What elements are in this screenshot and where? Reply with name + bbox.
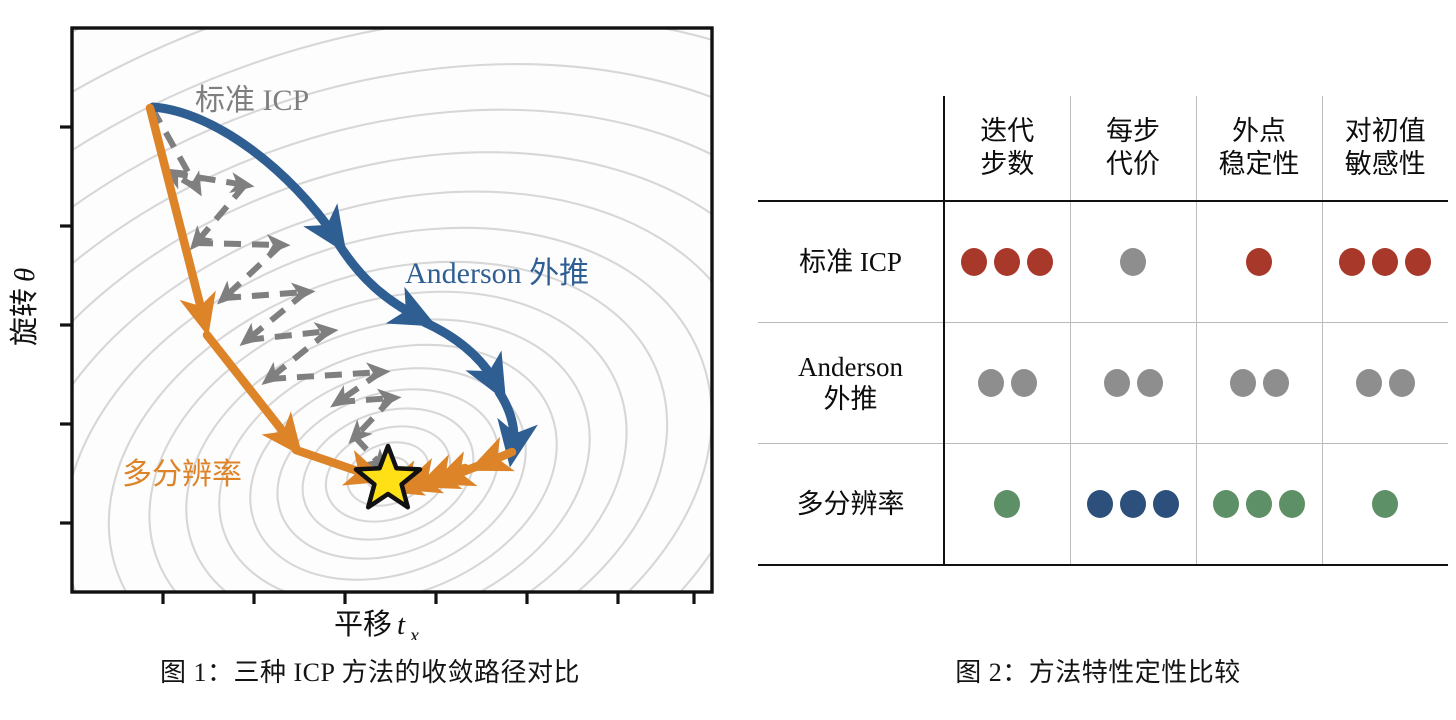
rating-dot [1103, 369, 1130, 397]
figure2-caption: 图 2：方法特性定性比较 [955, 658, 1241, 687]
standard-icp-path [149, 106, 402, 474]
row-label-line1: 标准 ICP [799, 246, 902, 277]
svg-text:旋转: 旋转 [8, 288, 41, 346]
svg-text:t: t [397, 609, 406, 640]
rating-dot [1229, 369, 1256, 397]
table-col-header-3: 对初值 敏感性 [1321, 96, 1448, 201]
row-label-line1: 多分辨率 [796, 488, 905, 519]
rating-dot [1279, 490, 1305, 518]
svg-text:θ: θ [9, 268, 41, 282]
rating-cell-1-2 [1195, 322, 1322, 444]
figure1-caption: 图 1：三种 ICP 方法的收敛路径对比 [160, 658, 580, 687]
plot-frame [70, 26, 714, 594]
rating-dot [1372, 248, 1399, 276]
col-header-line1: 外点 [1232, 116, 1286, 147]
comparison-table-wrap: 迭代 步数 每步 代价 外点 稳定性 对初值 敏 [758, 96, 1448, 580]
table-corner-cell [758, 96, 944, 201]
col-header-line1: 每步 [1106, 116, 1160, 147]
col-header-line1: 对初值 [1344, 116, 1426, 147]
rating-dot [994, 248, 1021, 276]
rating-dots [1197, 369, 1322, 397]
convergence-path-plot: 标准 ICP Anderson 外推 多分辨率 平移 t x 旋转 θ [8, 26, 714, 640]
rating-dot [977, 369, 1004, 397]
rating-dots [945, 490, 1070, 518]
rating-dot [1355, 369, 1382, 397]
rating-cell-2-1 [1069, 443, 1196, 566]
rating-cell-2-3 [1321, 443, 1449, 566]
label-anderson: Anderson 外推 [405, 257, 589, 290]
rating-cell-0-0 [943, 200, 1070, 323]
table-header-row: 迭代 步数 每步 代价 外点 稳定性 对初值 敏 [758, 96, 1448, 201]
anderson-path [148, 102, 538, 468]
rating-dots [945, 248, 1070, 276]
col-header-line1: 迭代 [980, 116, 1035, 147]
row-label-line2: 外推 [823, 384, 878, 414]
rating-cell-2-0 [943, 443, 1070, 566]
svg-text:x: x [409, 625, 419, 640]
rating-dot [1262, 369, 1289, 397]
col-header-line2: 敏感性 [1344, 149, 1426, 179]
rating-dot [1120, 490, 1146, 518]
rating-dot [1339, 248, 1366, 276]
rating-dot [1153, 490, 1179, 518]
rating-cell-0-2 [1195, 200, 1322, 323]
rating-dot [1372, 490, 1399, 518]
rating-dot [1120, 248, 1146, 276]
rating-cell-2-2 [1195, 443, 1322, 566]
table-col-header-2: 外点 稳定性 [1195, 96, 1322, 201]
rating-dot [1213, 490, 1239, 518]
label-standard-icp: 标准 ICP [195, 84, 309, 117]
rating-cell-0-1 [1069, 200, 1196, 323]
label-multires: 多分辨率 [122, 458, 242, 491]
rating-dots [1323, 369, 1449, 397]
rating-dots [1071, 369, 1196, 397]
rating-dots [1323, 248, 1449, 276]
rating-dot [961, 248, 988, 276]
col-header-line2: 步数 [980, 149, 1035, 179]
rating-dot [1027, 248, 1054, 276]
row-label-line1: Anderson [798, 351, 903, 382]
table-row: 标准 ICP [758, 200, 1449, 323]
row-label-0: 标准 ICP [758, 200, 944, 323]
figure2-panel: 迭代 步数 每步 代价 外点 稳定性 对初值 敏 [740, 0, 1456, 720]
row-label-2: 多分辨率 [758, 443, 944, 566]
rating-dot [1388, 369, 1415, 397]
rating-dots [1323, 490, 1449, 518]
y-axis-label: 旋转 θ [8, 268, 41, 346]
comparison-table: 迭代 步数 每步 代价 外点 稳定性 对初值 敏 [758, 96, 1448, 566]
rating-cell-1-0 [943, 322, 1070, 444]
rating-dot [994, 490, 1021, 518]
col-header-line2: 稳定性 [1218, 149, 1300, 179]
table-row: Anderson 外推 [758, 322, 1449, 444]
col-header-line2: 代价 [1106, 149, 1160, 179]
rating-dots [945, 369, 1070, 397]
optimum-star-marker [353, 443, 423, 510]
rating-cell-1-3 [1321, 322, 1449, 444]
rating-cell-1-1 [1069, 322, 1196, 444]
rating-dot [1087, 490, 1113, 518]
table-head: 迭代 步数 每步 代价 外点 稳定性 对初值 敏 [758, 96, 1448, 201]
axis-ticks [60, 125, 696, 604]
rating-dot [1405, 248, 1432, 276]
rating-dots [1197, 490, 1322, 518]
x-axis-label: 平移 t x [334, 608, 419, 640]
rating-cell-0-3 [1321, 200, 1449, 323]
svg-text:平移: 平移 [334, 608, 392, 640]
rating-dot [1246, 248, 1272, 276]
table-body: 标准 ICP [758, 200, 1449, 566]
rating-dots [1071, 248, 1196, 276]
table-col-header-1: 每步 代价 [1069, 96, 1196, 201]
rating-dots [1071, 490, 1196, 518]
rating-dot [1246, 490, 1272, 518]
row-label-1: Anderson 外推 [758, 322, 944, 444]
figure1-panel: 标准 ICP Anderson 外推 多分辨率 平移 t x 旋转 θ 图 1：… [8, 26, 714, 687]
rating-dot [1010, 369, 1037, 397]
table-row: 多分辨率 [758, 443, 1449, 566]
rating-dot [1136, 369, 1163, 397]
rating-dots [1197, 248, 1322, 276]
table-col-header-0: 迭代 步数 [943, 96, 1070, 201]
